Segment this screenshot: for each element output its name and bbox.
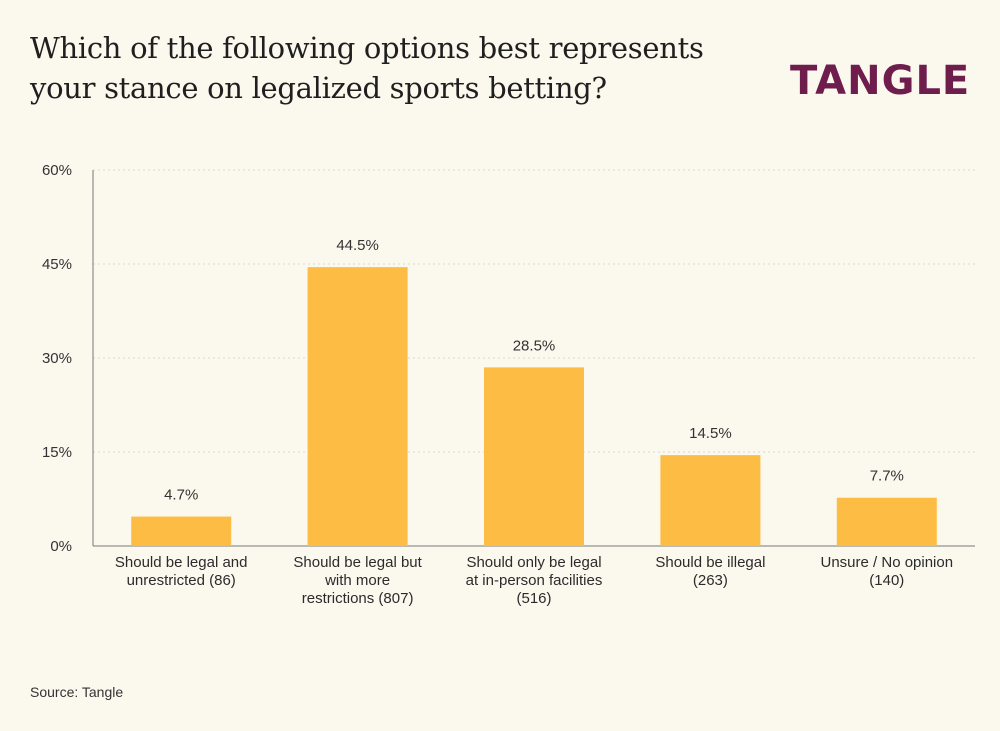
x-tick-label: at in-person facilities	[466, 572, 603, 589]
x-tick-label: (263)	[693, 572, 728, 589]
data-label: 14.5%	[689, 425, 732, 442]
x-tick-label: unrestricted (86)	[127, 572, 236, 589]
bar	[307, 267, 408, 546]
x-tick-label: Should be legal and	[115, 554, 248, 571]
bar	[660, 455, 761, 546]
tangle-logo: TANGLE	[790, 58, 971, 104]
x-tick-label: with more	[324, 572, 390, 589]
data-label: 28.5%	[513, 337, 556, 354]
bar	[836, 497, 937, 546]
source-note: Source: Tangle	[30, 684, 124, 700]
y-tick-label: 60%	[42, 162, 72, 179]
bar	[131, 516, 232, 546]
data-label: 7.7%	[870, 468, 904, 485]
y-tick-label: 30%	[42, 350, 72, 367]
bar	[484, 367, 584, 546]
chart-title: Which of the following options best repr…	[30, 31, 704, 105]
x-tick-label: Unsure / No opinion	[821, 554, 954, 571]
x-tick-label: restrictions (807)	[302, 590, 414, 607]
y-tick-label: 45%	[42, 256, 72, 273]
y-tick-label: 0%	[50, 538, 72, 555]
data-label: 4.7%	[164, 487, 198, 504]
x-tick-label: Should be legal but	[293, 554, 422, 571]
data-label: 44.5%	[336, 237, 379, 254]
x-tick-label: Should be illegal	[655, 554, 765, 571]
x-tick-label: (140)	[869, 572, 904, 589]
x-tick-label: Should only be legal	[466, 554, 601, 571]
x-tick-label: (516)	[516, 590, 551, 607]
y-tick-label: 15%	[42, 444, 72, 461]
